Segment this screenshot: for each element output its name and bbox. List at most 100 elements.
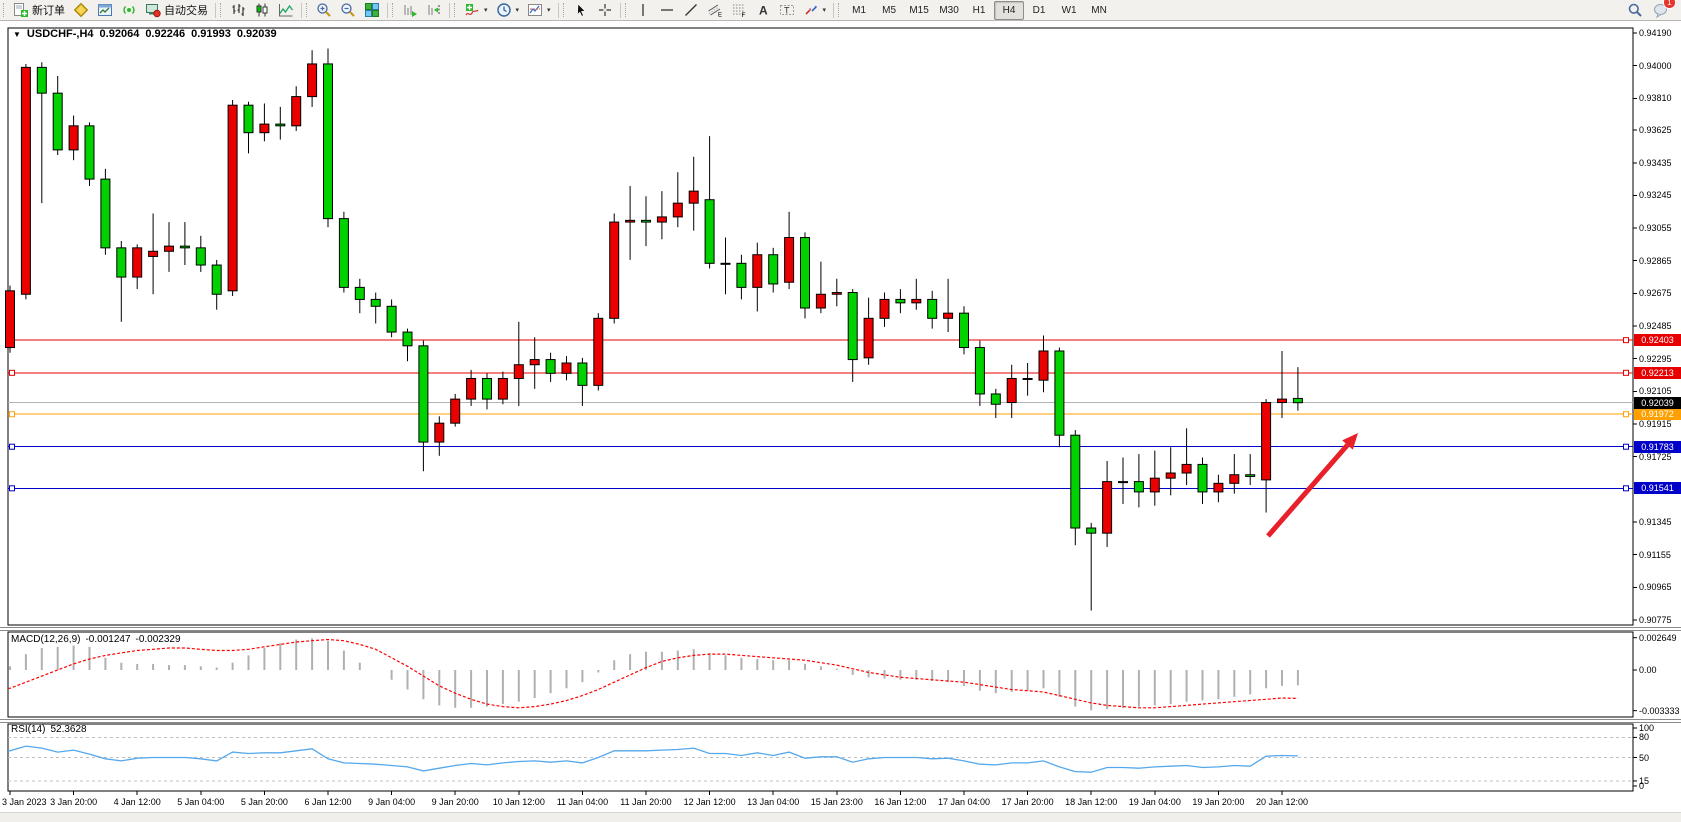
timeframe-M1-button[interactable]: M1 [852, 4, 867, 16]
time-tick-label: 5 Jan 20:00 [240, 797, 288, 807]
text-label-button[interactable]: T [775, 0, 799, 21]
time-axis[interactable] [0, 792, 1633, 812]
chevron-down-icon[interactable]: ▾ [515, 7, 520, 14]
candle-body [943, 312, 954, 319]
main-chart-pane[interactable] [7, 27, 1634, 626]
candles [5, 48, 1303, 611]
candle-body [291, 96, 302, 127]
timeframe-M15-button[interactable]: M15 [909, 4, 929, 16]
price-badge-0.91972: 0.91972 [1634, 408, 1681, 421]
indicators-button[interactable]: ▾ [460, 0, 492, 21]
chart-shift-icon [426, 2, 442, 18]
chart-shift-button[interactable] [422, 0, 446, 21]
vertical-line-button[interactable] [631, 0, 655, 21]
candle-body [84, 125, 95, 180]
svg-text:A: A [759, 4, 768, 18]
candle-body [895, 298, 906, 304]
toolbar-grip [306, 3, 310, 17]
metaeditor-icon [73, 2, 89, 18]
chart-canvas [0, 27, 1681, 795]
signals-button[interactable] [117, 0, 141, 21]
timeframe-H4-button[interactable]: H4 [994, 0, 1025, 20]
candle-body [211, 264, 222, 295]
line-chart-button[interactable] [274, 0, 298, 21]
line-handle[interactable] [9, 411, 15, 418]
search-button[interactable] [1625, 0, 1645, 20]
candle-body [863, 317, 874, 359]
candle-chart-button[interactable] [250, 0, 274, 21]
macd-label: MACD(12,26,9) -0.001247 -0.002329 [11, 634, 181, 645]
collapse-triangle-icon[interactable]: ▼ [13, 29, 21, 39]
price-tick-label: 0.92675 [1639, 288, 1672, 299]
metaeditor-button[interactable] [69, 0, 93, 21]
price-tick-label: 0.93625 [1639, 125, 1672, 136]
svg-text:F: F [741, 12, 745, 18]
toolbar-grip [454, 3, 458, 17]
tile-windows-icon [364, 2, 380, 18]
price-badge-0.91541: 0.91541 [1634, 482, 1681, 495]
time-tick-label: 10 Jan 12:00 [492, 797, 545, 807]
zoom-in-button[interactable] [312, 0, 336, 21]
candle-body [815, 293, 826, 309]
line-handle[interactable] [1623, 411, 1629, 418]
time-tick-label: 3 Jan 20:00 [50, 797, 98, 807]
chevron-down-icon[interactable]: ▾ [822, 7, 827, 14]
timeframe-H1-button[interactable]: H1 [972, 4, 986, 16]
auto-scroll-button[interactable] [398, 0, 422, 21]
line-handle[interactable] [1623, 443, 1629, 450]
horizontal-line-button[interactable] [655, 0, 679, 21]
candle-body [625, 219, 636, 223]
line-handle[interactable] [1623, 369, 1629, 376]
line-handle[interactable] [1623, 337, 1629, 344]
tile-windows-button[interactable] [360, 0, 384, 21]
crosshair-button[interactable] [593, 0, 617, 21]
price-axis[interactable] [1634, 28, 1681, 791]
line-handle[interactable] [1623, 485, 1629, 492]
time-tick-label: 5 Jan 04:00 [177, 797, 225, 807]
zoom-out-button[interactable] [336, 0, 360, 21]
price-badge-0.92213: 0.92213 [1634, 366, 1681, 379]
price-tick-label: 0.92485 [1639, 321, 1672, 332]
macd-pane[interactable] [7, 631, 1634, 718]
ohlc-open: 0.92064 [99, 28, 140, 40]
text-button[interactable]: A [751, 0, 775, 21]
price-tick-label: 0.93055 [1639, 223, 1672, 234]
bottom-scroll-strip[interactable] [0, 812, 1681, 822]
bar-chart-button[interactable] [226, 0, 250, 21]
price-tick-label: 0.92105 [1639, 386, 1672, 397]
chevron-down-icon[interactable]: ▾ [547, 7, 551, 14]
timeframe-M30-button[interactable]: M30 [939, 4, 959, 16]
arrows-button[interactable]: ▾ [799, 0, 831, 21]
new-order-button[interactable]: 新订单 [9, 0, 69, 21]
templates-button[interactable]: ▾ [523, 0, 555, 21]
community-button[interactable]: 1 [1651, 0, 1676, 20]
zoom-in-icon [316, 2, 332, 18]
periods-button[interactable]: ▾ [492, 0, 524, 21]
fibonacci-button[interactable]: F [727, 0, 751, 21]
rsi-tick-label: 15 [1639, 775, 1650, 786]
candle-body [1149, 477, 1160, 493]
timeframe-W1-button[interactable]: W1 [1061, 4, 1077, 16]
trendline-button[interactable] [679, 0, 703, 21]
equidistant-channel-button[interactable]: E [703, 0, 727, 21]
rsi-label: RSI(14) 52.3628 [11, 724, 87, 735]
vertical-line-icon [635, 2, 651, 18]
signals-icon [121, 2, 137, 18]
candle-body [1229, 474, 1240, 484]
timeframe-MN-button[interactable]: MN [1091, 4, 1107, 16]
toolbar-grip [838, 3, 842, 17]
terminal-button[interactable] [93, 0, 117, 21]
cursor-button[interactable] [569, 0, 593, 21]
line-handle[interactable] [9, 443, 15, 450]
timeframe-M5-button[interactable]: M5 [882, 4, 897, 16]
auto-trading-icon [145, 2, 161, 18]
line-handle[interactable] [9, 485, 15, 492]
trend-arrow[interactable] [1266, 433, 1358, 538]
bid-price-badge: 0.92039 [1634, 396, 1681, 409]
line-handle[interactable] [9, 369, 15, 376]
timeframe-D1-button[interactable]: D1 [1032, 4, 1046, 16]
auto-trading-button[interactable]: 自动交易 [141, 0, 212, 21]
svg-text:E: E [718, 13, 722, 19]
chevron-down-icon[interactable]: ▾ [484, 7, 488, 14]
